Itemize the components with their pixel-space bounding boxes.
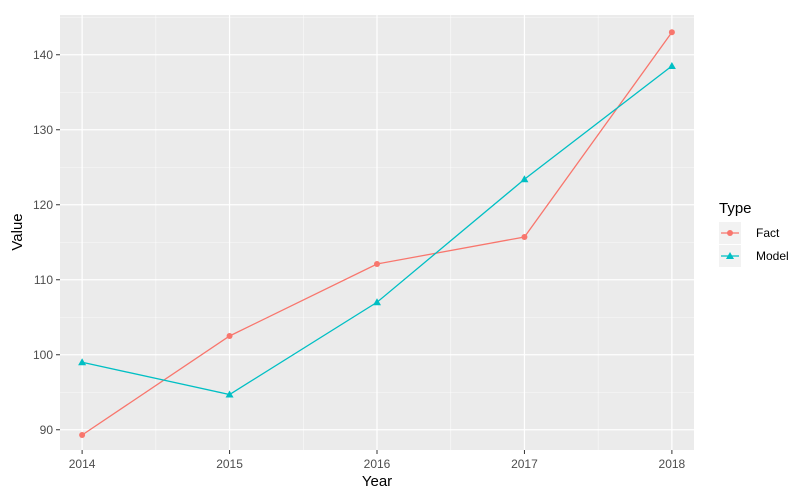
x-tick-label: 2017 [511,457,538,471]
y-tick-label: 130 [33,123,53,137]
legend-title: Type [719,200,752,217]
y-tick-label: 140 [33,48,53,62]
legend-label-fact: Fact [756,226,780,240]
data-point-model [78,358,87,366]
series-model [78,62,676,398]
data-point-fact [668,29,675,36]
legend-label-model: Model [756,249,789,263]
axis-ticks: 2014 2015 2016 2017 2018 90 100 110 120 130 140 [33,48,686,471]
data-point-fact [521,234,528,240]
x-tick-label: 2014 [69,457,96,471]
y-tick-label: 100 [33,348,53,362]
x-axis-title: Year [362,473,392,490]
x-tick-label: 2016 [364,457,391,471]
series-layer [78,29,676,438]
x-tick-label: 2015 [216,457,243,471]
data-point-fact [79,432,86,438]
legend-key-marker-model [726,252,734,259]
data-point-fact [374,261,380,267]
legend: Type Fact Model [719,200,789,267]
y-axis-title: Value [9,213,26,250]
x-tick-label: 2018 [659,457,686,471]
data-point-model [373,298,381,306]
y-tick-label: 110 [34,273,53,287]
data-point-model [225,390,234,398]
data-point-model [520,175,529,183]
series-fact [79,29,675,438]
y-tick-label: 120 [33,198,53,212]
y-tick-label: 90 [40,423,54,437]
data-point-model [667,62,676,69]
data-point-fact [226,333,233,339]
legend-key-marker-fact [727,230,733,236]
